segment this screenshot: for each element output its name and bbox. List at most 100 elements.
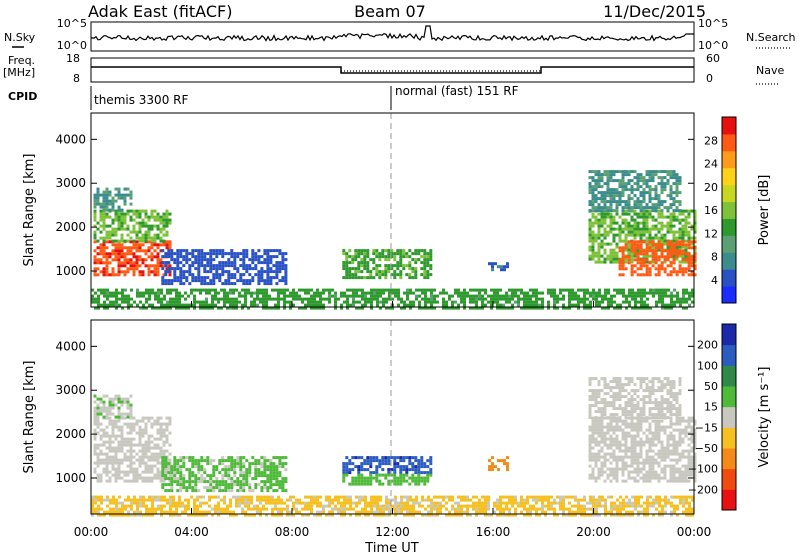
velocity-cell: [639, 467, 643, 471]
power-cell: [624, 233, 628, 237]
velocity-cell: [102, 431, 106, 435]
power-cell: [157, 288, 160, 292]
power-cell: [678, 260, 682, 264]
power-cell: [163, 303, 166, 307]
power-cell: [591, 206, 595, 210]
velocity-cell: [630, 398, 634, 402]
power-cell: [96, 193, 100, 197]
velocity-cell: [147, 437, 151, 441]
velocity-cell: [636, 473, 640, 477]
power-cell: [284, 279, 288, 283]
power-cell: [639, 209, 643, 213]
velocity-cell: [130, 507, 133, 511]
velocity-cell: [91, 498, 94, 502]
power-cell: [199, 288, 202, 292]
power-cell: [251, 267, 255, 271]
velocity-cell: [669, 431, 673, 435]
power-cell: [266, 279, 270, 283]
velocity-cell: [120, 434, 124, 438]
velocity-cell: [230, 465, 234, 469]
power-cell: [657, 215, 661, 219]
velocity-cell: [148, 498, 151, 502]
velocity-cell: [630, 407, 634, 411]
velocity-cell: [426, 473, 430, 477]
power-cell: [514, 291, 517, 295]
power-cell: [690, 240, 694, 244]
velocity-cell: [348, 468, 352, 472]
velocity-cell: [645, 473, 649, 477]
velocity-cell: [402, 476, 406, 480]
velocity-cell: [93, 419, 97, 423]
velocity-cell: [254, 459, 258, 463]
velocity-cell: [357, 471, 361, 475]
velocity-cell: [138, 473, 142, 477]
power-cell: [197, 258, 201, 262]
cpid-segment-2: normal (fast) 151 RF: [395, 84, 519, 98]
power-cell: [606, 179, 610, 183]
power-cell: [156, 218, 160, 222]
power-cell: [111, 270, 115, 274]
noise-tick-left-high: 10^5: [57, 17, 87, 30]
power-cell: [108, 215, 112, 219]
power-cell: [278, 261, 282, 265]
velocity-cell: [672, 443, 676, 447]
velocity-cell: [642, 464, 646, 468]
power-cell: [120, 233, 124, 237]
velocity-cell: [360, 482, 364, 486]
power-cell: [627, 212, 631, 216]
power-cell: [645, 221, 649, 225]
power-cell: [123, 193, 127, 197]
power-cell: [514, 288, 517, 292]
power-cell: [420, 273, 424, 277]
velocity-cell: [600, 389, 604, 393]
velocity-cell: [654, 407, 658, 411]
power-cell: [148, 294, 151, 298]
power-cell: [646, 306, 649, 310]
velocity-cell: [105, 458, 109, 462]
power-cell: [355, 288, 358, 292]
power-cell: [156, 215, 160, 219]
velocity-cell: [657, 461, 661, 465]
power-cell: [417, 258, 421, 262]
power-cell: [616, 291, 619, 295]
velocity-cell: [178, 495, 181, 499]
power-cell: [618, 170, 622, 174]
power-cell: [99, 205, 103, 209]
velocity-cell: [615, 422, 619, 426]
power-cell: [409, 303, 412, 307]
power-cell: [212, 273, 216, 277]
power-cell: [200, 252, 204, 256]
velocity-cell: [173, 480, 177, 484]
velocity-cell: [351, 462, 355, 466]
velocity-cell: [175, 501, 178, 505]
power-cell: [642, 206, 646, 210]
power-cell: [685, 291, 688, 295]
power-cell: [645, 227, 649, 231]
velocity-cell: [690, 461, 694, 465]
velocity-cell: [588, 434, 592, 438]
velocity-cell: [621, 458, 625, 462]
power-cell: [430, 297, 433, 301]
velocity-cell: [375, 479, 379, 483]
power-cell: [154, 297, 157, 301]
power-cell: [675, 236, 679, 240]
power-cell: [583, 288, 586, 292]
power-cell: [562, 303, 565, 307]
power-cell: [603, 221, 607, 225]
velocity-cell: [657, 422, 661, 426]
velocity-cell: [96, 452, 100, 456]
power-cell: [135, 261, 139, 265]
velocity-cell: [108, 440, 112, 444]
power-cell: [205, 288, 208, 292]
power-cell: [120, 193, 124, 197]
velocity-cell: [126, 464, 130, 468]
power-cell: [693, 236, 697, 240]
power-cell: [496, 303, 499, 307]
power-cell: [153, 267, 157, 271]
power-cell: [651, 203, 655, 207]
power-cell: [153, 218, 157, 222]
power-cell: [568, 288, 571, 292]
power-cell: [673, 300, 676, 304]
power-cell: [505, 291, 508, 295]
velocity-cell: [411, 473, 415, 477]
